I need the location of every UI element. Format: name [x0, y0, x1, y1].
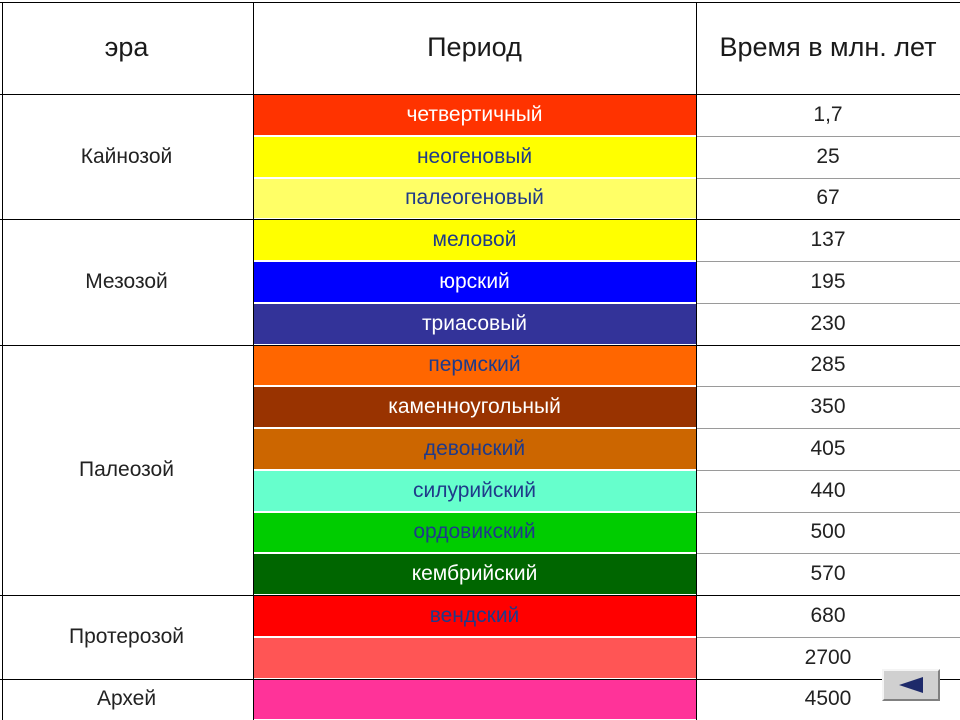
table-top-border: [0, 2, 960, 3]
header-time: Время в млн. лет: [719, 32, 937, 62]
time-cell: 4500: [804, 687, 852, 711]
row-divider: [696, 553, 960, 555]
time-cell: 405: [810, 436, 846, 460]
period-cell: каменноугольный: [253, 387, 696, 427]
time-cell: 285: [810, 353, 846, 377]
era-cell: Кайнозой: [80, 144, 173, 168]
time-cell: 195: [810, 269, 846, 293]
row-divider: [696, 177, 960, 179]
era-cell: Архей: [96, 687, 157, 711]
era-cell: Мезозой: [85, 269, 168, 293]
header-divider: [0, 94, 960, 95]
period-cell: девонский: [253, 429, 696, 469]
back-button[interactable]: [882, 669, 940, 701]
period-cell: пермский: [253, 345, 696, 386]
time-cell: 230: [810, 311, 846, 335]
time-cell: 1,7: [813, 102, 843, 126]
era-cell: Протерозой: [69, 624, 184, 648]
period-cell: меловой: [253, 220, 696, 260]
triangle-left-icon: [899, 677, 923, 693]
column-divider: [696, 2, 697, 720]
period-cell: кембрийский: [253, 554, 696, 594]
period-cell: юрский: [253, 262, 696, 302]
period-cell: вендский: [253, 596, 696, 636]
period-cell: силурийский: [253, 470, 696, 511]
header-era: эра: [104, 32, 149, 62]
period-cell: триасовый: [253, 303, 696, 344]
era-cell: Палеозой: [79, 457, 174, 481]
time-cell: 25: [816, 144, 840, 168]
time-cell: 500: [810, 520, 846, 544]
row-divider: [696, 636, 960, 638]
era-divider: [0, 219, 960, 221]
era-divider: [0, 344, 960, 346]
row-divider: [696, 511, 960, 513]
column-divider: [253, 2, 254, 720]
row-divider: [696, 469, 960, 471]
period-cell: ордовикский: [253, 512, 696, 553]
period-cell: неогеновый: [253, 136, 696, 177]
time-cell: 350: [810, 395, 846, 419]
time-cell: 680: [810, 603, 846, 627]
period-cell: [253, 637, 696, 678]
column-divider: [2, 2, 3, 720]
row-divider: [696, 302, 960, 304]
era-divider: [0, 678, 960, 680]
time-cell: 440: [810, 478, 846, 502]
period-cell: четвертичный: [253, 95, 696, 135]
row-divider: [696, 386, 960, 388]
time-cell: 137: [810, 228, 846, 252]
period-cell: палеогеновый: [253, 178, 696, 219]
era-divider: [0, 595, 960, 596]
period-cell: [253, 679, 696, 720]
time-cell: 2700: [804, 645, 852, 669]
row-divider: [696, 261, 960, 262]
header-period: Период: [427, 32, 522, 62]
time-cell: 67: [816, 186, 840, 210]
time-cell: 570: [810, 562, 846, 586]
row-divider: [696, 428, 960, 429]
row-divider: [696, 135, 960, 137]
